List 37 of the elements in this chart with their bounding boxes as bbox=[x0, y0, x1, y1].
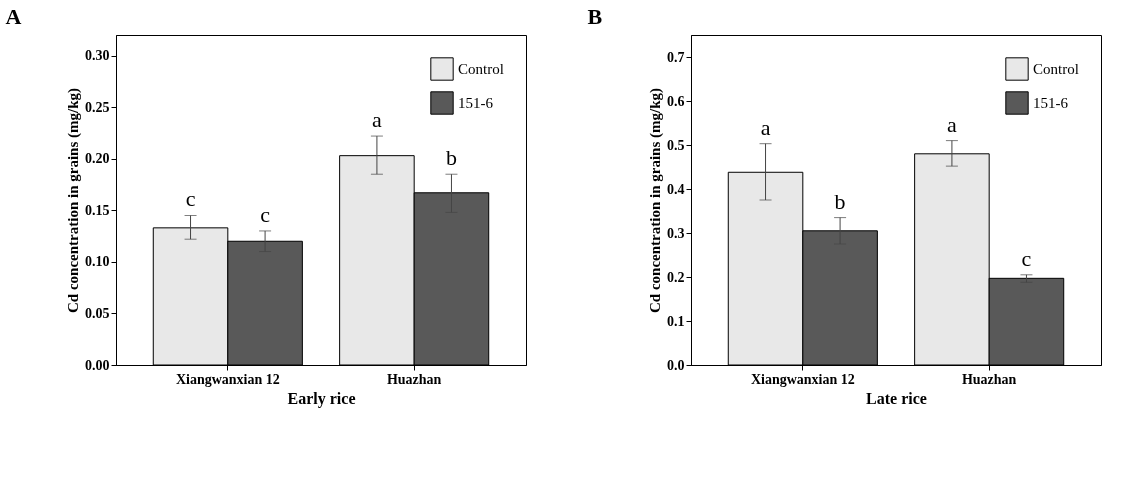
chart-title: A bbox=[5, 4, 22, 29]
data-label: a bbox=[372, 107, 383, 133]
y-tick-label: 0.05 bbox=[85, 305, 110, 321]
x-axis-title: Early rice bbox=[287, 389, 356, 408]
x-tick-label: Huazhan bbox=[386, 371, 442, 387]
y-tick-label: 0.30 bbox=[85, 48, 110, 64]
data-label: c bbox=[260, 201, 271, 227]
data-label: a bbox=[947, 111, 958, 137]
y-axis-title: Cd concentration in grains (mg/kg) bbox=[647, 88, 664, 313]
x-tick-label: Xiangwanxian 12 bbox=[750, 371, 855, 387]
y-tick-label: 0.10 bbox=[85, 254, 110, 270]
y-tick-label: 0.5 bbox=[667, 137, 685, 153]
y-axis-title: Cd concentration in grains (mg/kg) bbox=[65, 88, 82, 313]
x-tick-label: Huazhan bbox=[961, 371, 1017, 387]
legend-label: Control bbox=[1033, 61, 1079, 77]
y-tick-label: 0.25 bbox=[85, 99, 110, 115]
legend-label: 151-6 bbox=[458, 95, 494, 111]
data-label: b bbox=[834, 188, 846, 214]
data-label: a bbox=[760, 114, 771, 140]
x-axis-title: Late rice bbox=[866, 389, 927, 407]
y-tick-label: 0.15 bbox=[85, 202, 110, 218]
chart-title: B bbox=[587, 4, 603, 29]
legend-label: 151-6 bbox=[1033, 95, 1069, 111]
y-tick-label: 0.2 bbox=[667, 269, 685, 285]
y-tick-label: 0.20 bbox=[85, 151, 110, 167]
y-tick-label: 0.4 bbox=[667, 181, 685, 197]
y-tick-label: 0.0 bbox=[667, 357, 685, 373]
y-tick-label: 0.6 bbox=[667, 93, 685, 109]
legend-label: Control bbox=[458, 61, 504, 77]
data-label: c bbox=[185, 186, 196, 212]
data-label: c bbox=[1021, 245, 1032, 271]
x-tick-label: Xiangwanxian 12 bbox=[175, 371, 280, 387]
y-tick-label: 0.1 bbox=[667, 313, 685, 329]
y-tick-label: 0.00 bbox=[85, 357, 110, 373]
data-label: b bbox=[445, 145, 457, 171]
y-tick-label: 0.7 bbox=[667, 49, 685, 65]
y-tick-label: 0.3 bbox=[667, 225, 685, 241]
